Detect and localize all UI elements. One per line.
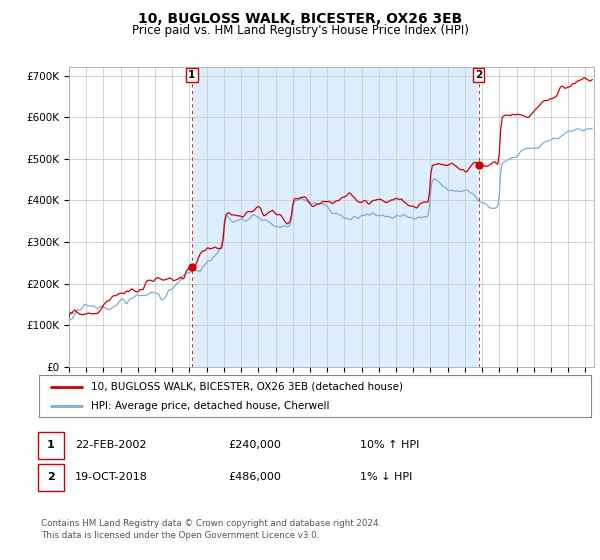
Text: 1: 1 [47,440,55,450]
Text: 10, BUGLOSS WALK, BICESTER, OX26 3EB (detached house): 10, BUGLOSS WALK, BICESTER, OX26 3EB (de… [91,381,403,391]
Text: 2: 2 [475,70,482,80]
Text: 22-FEB-2002: 22-FEB-2002 [75,440,146,450]
Text: 10, BUGLOSS WALK, BICESTER, OX26 3EB: 10, BUGLOSS WALK, BICESTER, OX26 3EB [138,12,462,26]
Text: Contains HM Land Registry data © Crown copyright and database right 2024.
This d: Contains HM Land Registry data © Crown c… [41,519,381,540]
Text: Price paid vs. HM Land Registry's House Price Index (HPI): Price paid vs. HM Land Registry's House … [131,24,469,36]
Text: 1: 1 [188,70,196,80]
Text: £240,000: £240,000 [228,440,281,450]
Text: 10% ↑ HPI: 10% ↑ HPI [360,440,419,450]
Text: HPI: Average price, detached house, Cherwell: HPI: Average price, detached house, Cher… [91,401,330,411]
Text: 1% ↓ HPI: 1% ↓ HPI [360,472,412,482]
Text: 2: 2 [47,472,55,482]
Text: £486,000: £486,000 [228,472,281,482]
Text: 19-OCT-2018: 19-OCT-2018 [75,472,148,482]
